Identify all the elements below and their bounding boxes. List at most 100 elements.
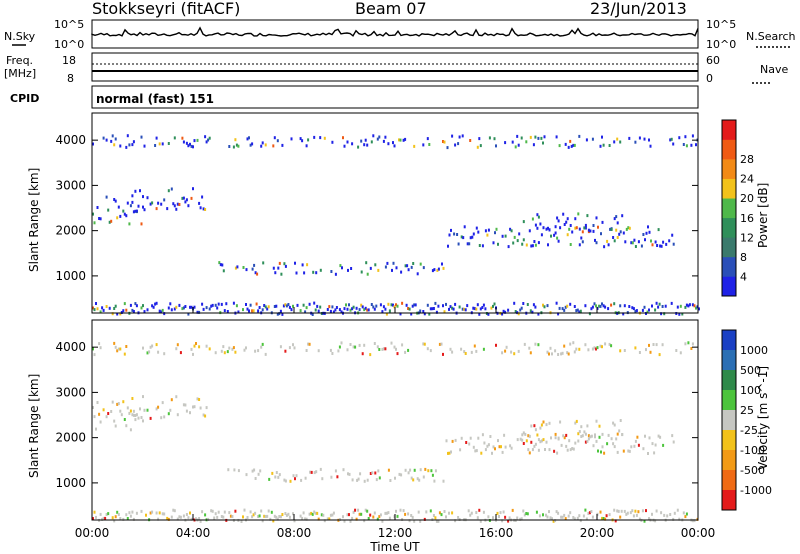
echo-cell <box>313 135 316 139</box>
echo-cell <box>140 135 143 139</box>
echo-cell <box>608 513 611 517</box>
echo-cell <box>387 302 390 306</box>
echo-cell <box>357 145 360 149</box>
echo-cell <box>142 195 144 199</box>
echo-cell <box>679 304 682 308</box>
echo-cell <box>366 478 369 482</box>
echo-cell <box>646 310 649 314</box>
echo-cell <box>533 240 536 243</box>
echo-cell <box>155 407 158 411</box>
echo-cell <box>613 302 616 306</box>
echo-cell <box>122 209 125 213</box>
echo-cell <box>281 513 284 516</box>
colorbar-segment <box>722 470 736 491</box>
echo-cell <box>429 509 432 513</box>
echo-cell <box>246 516 249 519</box>
echo-cell <box>587 437 590 441</box>
echo-cell <box>182 196 185 200</box>
echo-cell <box>292 474 295 478</box>
colorbar-tick-label: -100 <box>740 444 765 457</box>
echo-cell <box>279 345 282 349</box>
echo-cell <box>537 312 540 316</box>
echo-cell <box>612 421 615 425</box>
echo-cell <box>550 436 552 440</box>
y-tick-label: 4000 <box>55 133 86 147</box>
velocity-panel: 1000 2000 3000 4000 00:00 04:00 08:00 12:00 16:… <box>27 307 772 554</box>
echo-cell <box>663 312 666 316</box>
echo-cell <box>428 312 431 316</box>
echo-cell <box>531 217 534 221</box>
echo-cell <box>644 238 646 242</box>
echo-cell <box>578 430 581 434</box>
echo-cell <box>486 233 489 237</box>
echo-cell <box>207 138 210 142</box>
echo-cell <box>530 244 533 248</box>
echo-cell <box>440 513 443 517</box>
echo-cell <box>149 345 152 349</box>
echo-cell <box>423 312 426 316</box>
echo-cell <box>422 143 425 147</box>
colorbar-segment <box>722 139 736 160</box>
echo-cell <box>503 433 506 437</box>
echo-cell <box>651 512 653 516</box>
echo-cell <box>591 137 594 141</box>
echo-cell <box>328 517 331 521</box>
echo-cell <box>412 262 415 265</box>
echo-cell <box>548 510 550 514</box>
echo-cell <box>484 307 487 311</box>
echo-cell <box>110 410 113 413</box>
echo-cell <box>613 423 616 427</box>
echo-cell <box>433 479 436 483</box>
echo-cell <box>246 307 249 311</box>
echo-cell <box>563 513 566 517</box>
echo-cell <box>182 403 185 407</box>
echo-cell <box>590 307 593 311</box>
echo-cell <box>158 309 161 313</box>
echo-cell <box>479 519 482 523</box>
echo-cell <box>603 245 606 249</box>
echo-cell <box>111 134 114 138</box>
echo-cell <box>555 135 558 139</box>
echo-cell <box>259 469 262 473</box>
echo-cell <box>670 137 673 141</box>
echo-cell <box>602 143 605 147</box>
echo-cell <box>116 216 119 220</box>
echo-cell <box>637 510 640 514</box>
echo-cell <box>523 513 526 517</box>
echo-cell <box>357 477 360 481</box>
echo-cell <box>684 515 687 519</box>
echo-cell <box>572 447 575 451</box>
echo-cell <box>328 305 331 309</box>
echo-cell <box>134 418 137 422</box>
echo-cell <box>619 304 622 308</box>
echo-cell <box>126 406 129 410</box>
echo-cell <box>632 307 635 311</box>
echo-cell <box>684 135 687 139</box>
cpid-value: normal (fast) 151 <box>96 92 214 106</box>
echo-cell <box>584 226 587 230</box>
echo-cell <box>316 511 319 515</box>
echo-cell <box>185 198 188 202</box>
echo-cell <box>339 264 342 268</box>
echo-cell <box>356 478 359 482</box>
echo-cell <box>400 270 403 274</box>
echo-cell <box>372 305 375 309</box>
echo-cell <box>178 203 181 206</box>
echo-cell <box>369 472 372 475</box>
colorbar-segment <box>722 198 736 219</box>
echo-cell <box>509 227 512 231</box>
echo-cell <box>149 416 152 420</box>
echo-cell <box>534 442 537 446</box>
echo-cell <box>631 509 634 513</box>
echo-cell <box>257 349 260 353</box>
echo-cell <box>651 304 653 308</box>
echo-cell <box>638 517 641 521</box>
echo-cell <box>140 509 143 513</box>
echo-cell <box>232 346 235 350</box>
echo-cell <box>142 395 144 399</box>
echo-cell <box>205 306 208 310</box>
echo-cell <box>163 415 166 419</box>
echo-cell <box>534 305 537 309</box>
echo-cell <box>187 144 190 148</box>
echo-cell <box>655 301 658 305</box>
